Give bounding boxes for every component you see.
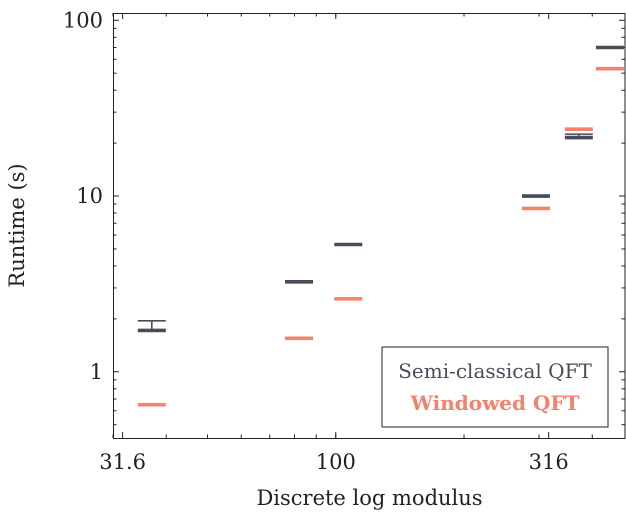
- x-tick-label: 316: [529, 450, 569, 474]
- y-tick-label: 1: [90, 360, 103, 384]
- ticks-layer: [112, 13, 625, 438]
- legend-entry-windowed: Windowed QFT: [410, 391, 580, 415]
- legend-box: [381, 346, 609, 428]
- plot-frame: [113, 13, 626, 439]
- tick-labels-layer: 1 10 100 31.6 100 316: [63, 8, 569, 474]
- y-tick-label: 10: [76, 184, 103, 208]
- y-tick-label: 100: [63, 8, 103, 32]
- y-axis-label: Runtime (s): [5, 163, 29, 287]
- x-axis-label: Discrete log modulus: [256, 486, 482, 510]
- x-tick-label: 100: [316, 450, 356, 474]
- marks-layer: [137, 45, 624, 407]
- legend: Semi-classical QFT Windowed QFT: [381, 346, 609, 428]
- legend-entry-semi-classical: Semi-classical QFT: [398, 359, 592, 383]
- x-tick-label: 31.6: [99, 450, 146, 474]
